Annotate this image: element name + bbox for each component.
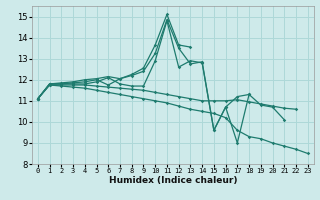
X-axis label: Humidex (Indice chaleur): Humidex (Indice chaleur) — [108, 176, 237, 185]
